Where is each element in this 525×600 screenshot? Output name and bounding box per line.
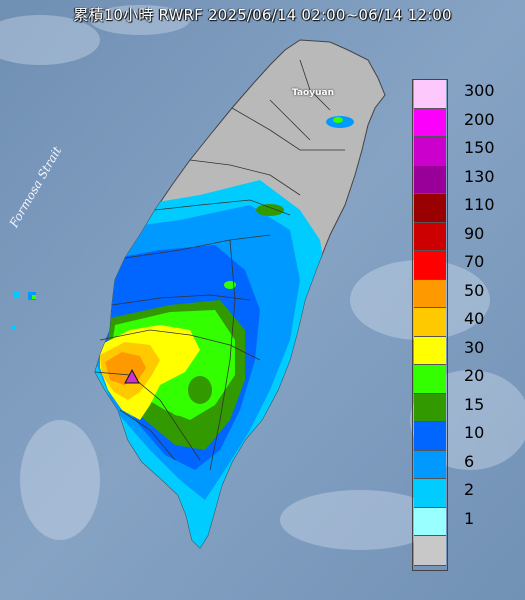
legend-label: 90: [464, 223, 485, 243]
legend-label: 30: [464, 337, 485, 357]
legend-item: 110: [412, 193, 504, 223]
legend-label: 40: [464, 309, 485, 328]
legend-label: 110: [464, 195, 495, 214]
legend-swatch: [414, 307, 446, 337]
legend-label: 70: [464, 252, 485, 271]
legend-item: 40: [412, 307, 504, 337]
legend-item: 50: [412, 278, 504, 308]
legend-label: 300: [464, 81, 495, 100]
legend-label: 10: [464, 423, 485, 442]
legend-swatch: [414, 392, 446, 422]
legend-item: 70: [412, 250, 504, 280]
legend-item: 1: [412, 506, 504, 536]
legend-swatch: [414, 335, 446, 365]
legend-label: 6: [464, 451, 475, 471]
city-label-taoyuan: Taoyuan: [292, 88, 334, 98]
legend-label: 2: [464, 480, 475, 499]
max-rainfall-marker-icon: [124, 368, 140, 384]
legend-swatch: [414, 250, 446, 280]
legend-swatch: [414, 107, 446, 137]
legend-label: 200: [464, 109, 495, 129]
map-title: 累積10小時 RWRF 2025/06/14 02:00~06/14 12:00: [73, 6, 452, 24]
legend-swatch: [414, 278, 446, 308]
county-boundaries: [94, 59, 345, 471]
rain-patch: [188, 376, 212, 404]
legend-label: 1: [464, 508, 475, 528]
legend-swatch: [414, 535, 446, 566]
legend-swatch: [414, 221, 446, 251]
rain-patch: [256, 204, 284, 216]
legend-item: 6: [412, 449, 504, 479]
legend-item: 10: [412, 421, 504, 451]
legend-item: 2: [412, 478, 504, 508]
rainfall-layers: [95, 116, 354, 548]
legend-item: 20: [412, 364, 504, 394]
legend-swatch: [414, 421, 446, 451]
legend-label: 50: [464, 280, 485, 300]
legend-label: 150: [464, 138, 495, 157]
legend-item: 90: [412, 221, 504, 251]
legend-label: 20: [464, 366, 485, 385]
legend-item: 300: [412, 79, 504, 109]
legend-item: [412, 535, 504, 566]
legend-item: 150: [412, 136, 504, 166]
legend-swatch: [414, 79, 446, 109]
legend-swatch: [414, 449, 446, 479]
legend: 300 200 150 130 110 90 70 50 40 30 20 15 10 6 2 1: [412, 79, 504, 566]
legend-item: 200: [412, 107, 504, 137]
legend-swatch: [414, 136, 446, 166]
legend-label: 130: [464, 166, 495, 186]
legend-label: 15: [464, 394, 485, 414]
rain-patch: [170, 400, 190, 416]
legend-item: 30: [412, 335, 504, 365]
offshore-rain: [12, 292, 36, 329]
legend-swatch: [414, 164, 446, 194]
legend-item: 130: [412, 164, 504, 194]
rain-patch: [333, 117, 343, 123]
legend-swatch: [414, 364, 446, 394]
legend-swatch: [414, 506, 446, 536]
legend-swatch: [414, 193, 446, 223]
legend-item: 15: [412, 392, 504, 422]
legend-swatch: [414, 478, 446, 508]
rain-patch: [224, 281, 236, 289]
